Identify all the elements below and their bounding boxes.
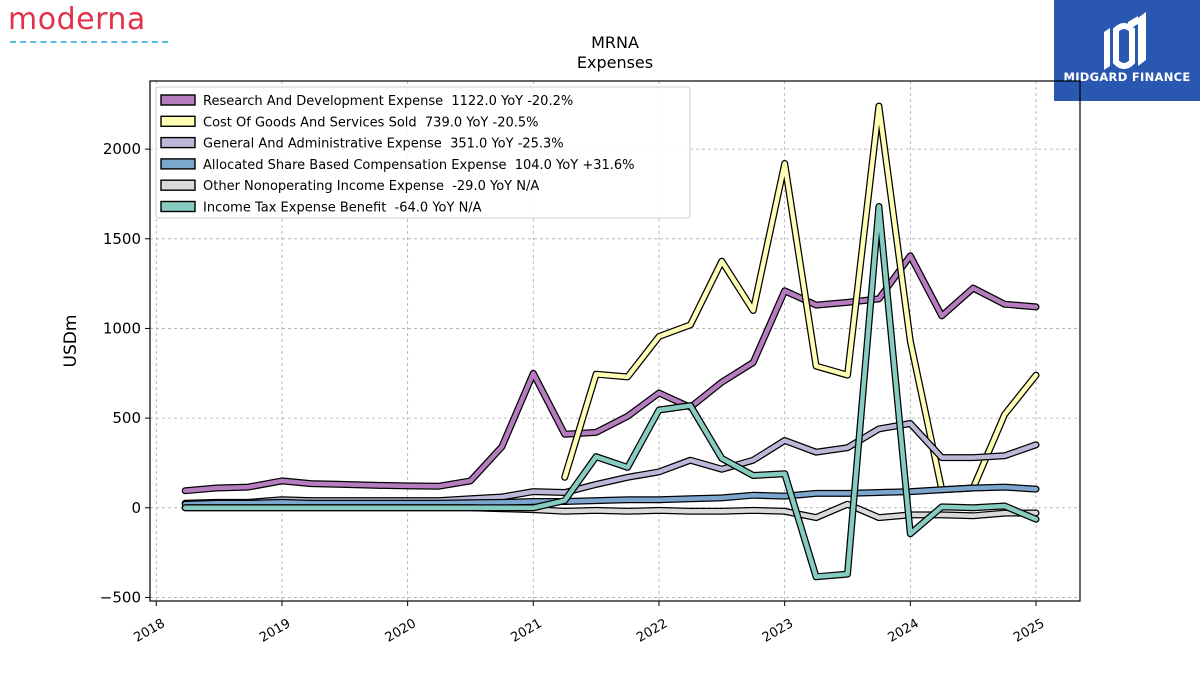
legend-swatch — [160, 94, 196, 106]
midgard-finance-wordmark: MIDGARD FINANCE — [1063, 70, 1191, 84]
legend-box — [155, 86, 691, 219]
x-tick-label: 2024 — [886, 616, 922, 646]
x-tick-label: 2025 — [1011, 616, 1047, 646]
legend-entry-label: Cost Of Goods And Services Sold 739.0 Yo… — [203, 115, 539, 130]
midgard-mark-icon — [1104, 12, 1146, 70]
plot-frame — [149, 80, 1081, 602]
x-tick-label: 2021 — [508, 616, 544, 646]
legend-entry-label: Allocated Share Based Compensation Expen… — [203, 158, 635, 173]
series-line-4 — [182, 484, 1039, 507]
y-tick-label: 500 — [112, 409, 141, 427]
series-line-1 — [182, 253, 1039, 493]
y-axis-label: USDm — [61, 315, 81, 368]
moderna-wordmark: moderna — [8, 2, 146, 37]
legend-entry-label: Research And Development Expense 1122.0 … — [203, 94, 573, 109]
chart-subtitle: Expenses — [577, 53, 653, 72]
series-lines — [181, 102, 1040, 581]
moderna-logo-underline — [10, 41, 168, 43]
y-tick-label: 2000 — [103, 140, 141, 158]
x-tick-label: 2023 — [760, 616, 796, 646]
legend: Research And Development Expense 1122.0 … — [155, 86, 691, 219]
midgard-finance-logo: MIDGARD FINANCE — [1054, 0, 1200, 101]
chart-title: MRNA — [591, 33, 639, 52]
y-tick-label: 1500 — [103, 230, 141, 248]
series-line-6 — [182, 204, 1039, 580]
y-tick-label: 0 — [131, 499, 141, 517]
x-tick-label: 2020 — [383, 616, 419, 646]
x-tick-label: 2018 — [131, 616, 167, 646]
x-tick-label: 2022 — [634, 616, 670, 646]
legend-swatch — [160, 115, 196, 128]
legend-swatch — [160, 136, 196, 149]
legend-entry-label: Income Tax Expense Benefit -64.0 YoY N/A — [203, 201, 482, 216]
legend-swatch — [160, 200, 196, 213]
legend-swatch — [160, 179, 196, 191]
y-tick-label: 1000 — [103, 319, 141, 337]
legend-swatch — [160, 158, 196, 170]
x-tick-label: 2019 — [257, 616, 293, 646]
moderna-logo: moderna — [6, 2, 176, 46]
legend-entry-label: Other Nonoperating Income Expense -29.0 … — [203, 179, 539, 194]
y-tick-label: −500 — [100, 588, 141, 606]
legend-entry-label: General And Administrative Expense 351.0… — [203, 137, 564, 152]
